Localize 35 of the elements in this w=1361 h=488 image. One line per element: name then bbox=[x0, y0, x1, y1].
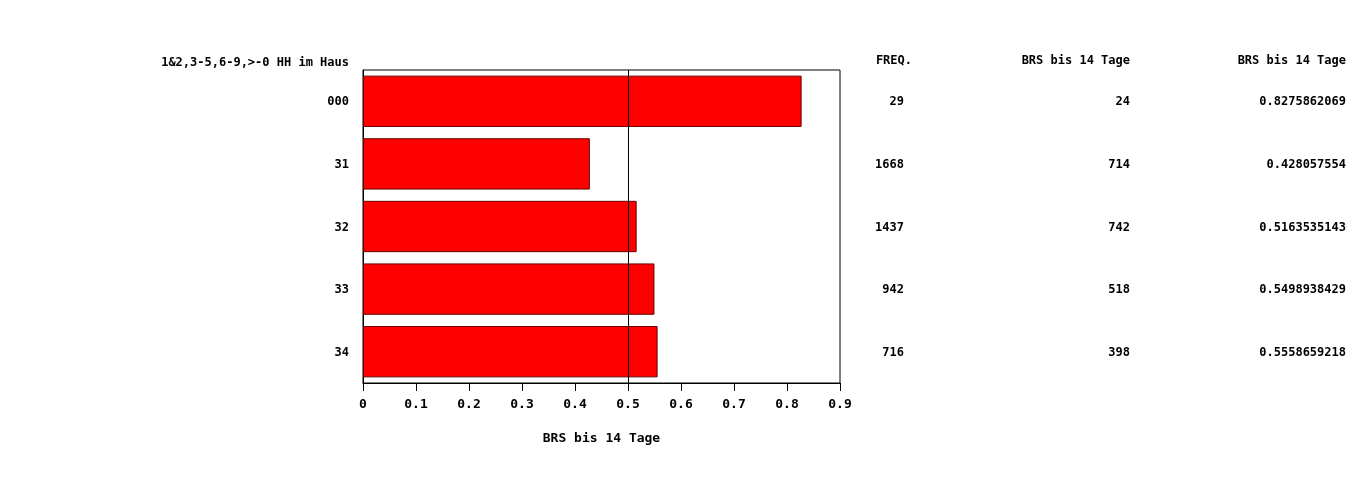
text: BRS bis 14 Tage bbox=[1021, 53, 1130, 67]
data-label: 0.5558659218 bbox=[1259, 344, 1346, 359]
data-label: 0.5163535143 bbox=[1259, 219, 1346, 234]
y-tick-label: 31 bbox=[334, 156, 349, 171]
text: 742 bbox=[1108, 219, 1130, 234]
text: 29 bbox=[889, 94, 904, 109]
text: 398 bbox=[1108, 344, 1130, 359]
data-label: 0.8275862069 bbox=[1259, 94, 1346, 109]
y-axis-title: 1&2,3-5,6-9,>-0 HH im Haus bbox=[161, 55, 349, 69]
text: 24 bbox=[1115, 94, 1130, 109]
y-tick-label: 34 bbox=[334, 344, 349, 359]
x-tick-label: 0 bbox=[359, 396, 368, 411]
y-tick-label: 32 bbox=[334, 219, 349, 234]
x-tick-label: 0.3 bbox=[510, 396, 534, 411]
x-tick-label: 0.1 bbox=[404, 396, 428, 411]
x-tick-label: 0.8 bbox=[775, 396, 799, 411]
x-tick-label: 0.5 bbox=[616, 396, 640, 411]
text: BRS bis 14 Tage bbox=[1237, 53, 1346, 67]
x-tick-label: 0.6 bbox=[669, 396, 693, 411]
x-tick-label: 0.2 bbox=[457, 396, 481, 411]
text: FREQ. bbox=[875, 53, 912, 67]
text: 942 bbox=[882, 282, 904, 297]
data-label: 0.428057554 bbox=[1266, 156, 1346, 171]
x-tick-label: 0.4 bbox=[563, 396, 587, 411]
x-tick-label: 0.7 bbox=[722, 396, 746, 411]
text: 518 bbox=[1108, 282, 1130, 297]
data-label: 0.5498938429 bbox=[1259, 282, 1346, 297]
x-axis-title: BRS bis 14 Tage bbox=[542, 430, 661, 445]
y-tick-label: 33 bbox=[334, 282, 349, 297]
text: 1437 bbox=[875, 219, 904, 234]
text: 716 bbox=[882, 344, 904, 359]
x-tick-label: 0.9 bbox=[828, 396, 852, 411]
text: 714 bbox=[1108, 156, 1130, 171]
y-tick-label: 000 bbox=[327, 94, 349, 109]
text: 1668 bbox=[875, 156, 904, 171]
